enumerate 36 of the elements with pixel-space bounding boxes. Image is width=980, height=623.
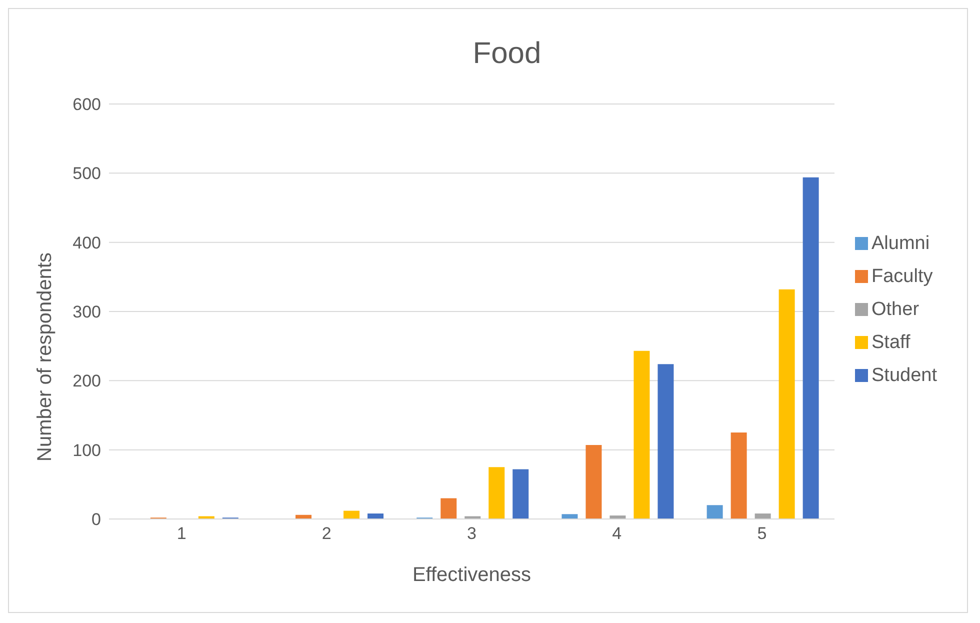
bar (368, 513, 384, 519)
bar (464, 516, 481, 519)
legend-label: Student (872, 364, 937, 386)
y-tick-label: 300 (72, 302, 101, 322)
bar (586, 444, 602, 519)
y-tick-label: 200 (72, 372, 101, 391)
x-axis-title: Effectiveness (412, 564, 532, 586)
bar (440, 498, 457, 519)
bar (344, 510, 360, 519)
bar (778, 289, 795, 519)
y-tick-label: 100 (72, 440, 101, 460)
y-tick-label: 500 (72, 164, 101, 184)
x-tick-label: 1 (176, 524, 186, 544)
bar (730, 432, 747, 519)
x-tick-label: 4 (612, 524, 622, 544)
bar (706, 505, 723, 519)
y-tick-label: 400 (72, 233, 101, 252)
bar (802, 177, 819, 519)
legend-label: Staff (872, 332, 910, 352)
legend-label: Other (872, 298, 920, 320)
bar (562, 514, 578, 519)
bar (488, 467, 505, 519)
bar (634, 350, 650, 519)
bar (754, 513, 771, 519)
bar (512, 469, 529, 519)
y-axis-title: Number of respondents (34, 252, 56, 462)
legend-label: Faculty (872, 266, 933, 286)
chart-title: Food (472, 37, 542, 71)
y-tick-label: 600 (72, 95, 101, 114)
x-tick-label: 2 (322, 524, 332, 544)
y-tick-label: 0 (92, 510, 101, 530)
x-tick-label: 5 (757, 524, 767, 544)
bar (658, 364, 674, 519)
bar (198, 516, 214, 519)
x-tick-label: 3 (467, 524, 476, 544)
legend-label: Alumni (872, 232, 930, 254)
